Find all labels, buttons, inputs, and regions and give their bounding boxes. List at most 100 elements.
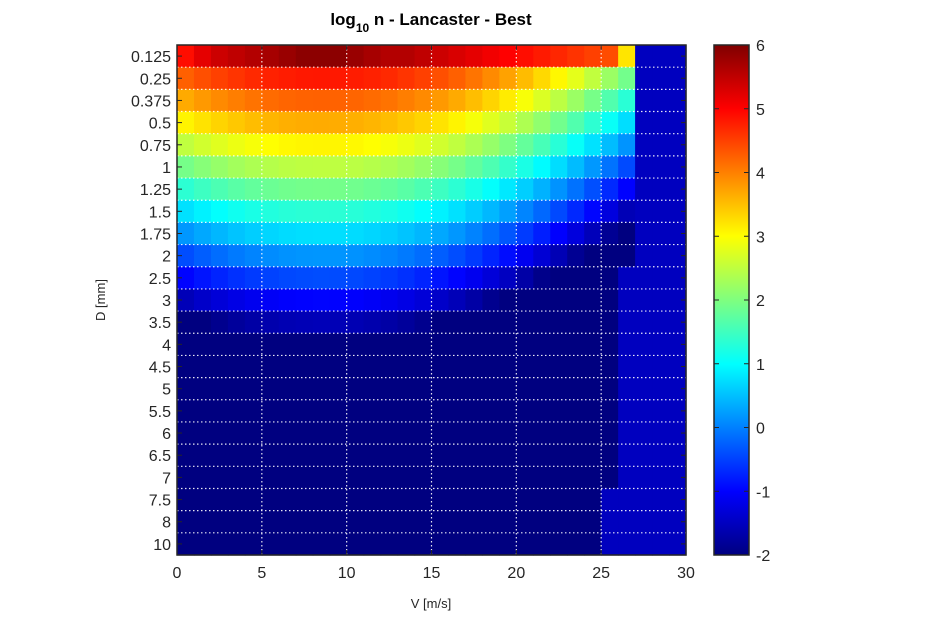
y-tick-label: 10 bbox=[153, 537, 171, 554]
heatmap-cell bbox=[380, 111, 399, 135]
heatmap-cell bbox=[329, 200, 348, 223]
heatmap-cell bbox=[177, 488, 195, 512]
heatmap-cell bbox=[499, 532, 517, 556]
heatmap-cell bbox=[533, 311, 551, 334]
heatmap-cell bbox=[635, 178, 653, 201]
heatmap-cell bbox=[618, 488, 636, 512]
heatmap-cell bbox=[329, 333, 348, 357]
heatmap-cell bbox=[414, 355, 433, 379]
x-tick-label: 10 bbox=[338, 565, 356, 582]
heatmap-cell bbox=[312, 355, 331, 379]
heatmap-cell bbox=[669, 444, 687, 467]
heatmap-cell bbox=[346, 67, 365, 90]
heatmap-cell bbox=[177, 399, 195, 423]
heatmap-cell bbox=[414, 311, 433, 334]
heatmap-cell bbox=[177, 45, 195, 68]
heatmap-cell bbox=[550, 178, 568, 201]
heatmap-cell bbox=[193, 488, 212, 512]
heatmap-cell bbox=[278, 532, 297, 556]
heatmap-cell bbox=[482, 67, 500, 90]
chart-title: log10 n - Lancaster - Best bbox=[330, 10, 532, 35]
y-tick-label: 5 bbox=[162, 382, 171, 399]
heatmap-cell bbox=[397, 111, 416, 135]
heatmap-cell bbox=[346, 45, 365, 68]
heatmap-cell bbox=[193, 510, 212, 534]
heatmap-cell bbox=[516, 421, 534, 445]
heatmap-cell bbox=[669, 155, 687, 179]
heatmap-cell bbox=[363, 155, 382, 179]
heatmap-cell bbox=[516, 222, 534, 246]
heatmap-cell bbox=[669, 532, 687, 556]
heatmap-cell bbox=[635, 45, 653, 68]
heatmap-cell bbox=[295, 155, 314, 179]
heatmap-cell bbox=[584, 222, 602, 246]
heatmap-cell bbox=[516, 333, 534, 357]
heatmap-cell bbox=[261, 444, 280, 467]
heatmap-cell bbox=[516, 89, 534, 113]
heatmap-cell bbox=[499, 155, 517, 179]
heatmap-cell bbox=[397, 45, 416, 68]
heatmap-cell bbox=[329, 532, 348, 556]
heatmap-cell bbox=[177, 355, 195, 379]
heatmap-cell bbox=[278, 355, 297, 379]
heatmap-cell bbox=[329, 45, 348, 68]
heatmap-cell bbox=[635, 67, 653, 90]
heatmap-cell bbox=[601, 355, 619, 379]
heatmap-cell bbox=[210, 111, 229, 135]
heatmap-cell bbox=[210, 45, 229, 68]
heatmap-cell bbox=[652, 222, 670, 246]
heatmap-cell bbox=[618, 421, 636, 445]
heatmap-cell bbox=[550, 355, 568, 379]
heatmap-cell bbox=[210, 466, 229, 490]
heatmap-cell bbox=[482, 89, 500, 113]
heatmap-cell bbox=[550, 377, 568, 401]
heatmap-cell bbox=[601, 133, 619, 157]
heatmap-cell bbox=[448, 532, 467, 556]
heatmap-cell bbox=[584, 311, 602, 334]
heatmap-cell bbox=[346, 488, 365, 512]
heatmap-cell bbox=[669, 178, 687, 201]
heatmap-cell bbox=[363, 200, 382, 223]
heatmap-cell bbox=[584, 510, 602, 534]
heatmap-cell bbox=[227, 200, 246, 223]
heatmap-cell bbox=[278, 133, 297, 157]
heatmap-cell bbox=[295, 466, 314, 490]
heatmap-cell bbox=[601, 155, 619, 179]
x-axis: 0 5 10 15 20 25 30 bbox=[173, 45, 695, 582]
heatmap-cell bbox=[244, 266, 263, 290]
y-tick-label: 1.5 bbox=[149, 204, 171, 221]
heatmap-cell bbox=[448, 155, 467, 179]
heatmap-cell bbox=[635, 288, 653, 312]
heatmap-cell bbox=[414, 244, 433, 268]
heatmap-cell bbox=[601, 111, 619, 135]
heatmap-cell bbox=[363, 178, 382, 201]
heatmap-cell bbox=[550, 266, 568, 290]
heatmap-cell bbox=[618, 466, 636, 490]
heatmap-cell bbox=[635, 333, 653, 357]
heatmap-cell bbox=[244, 488, 263, 512]
heatmap-cell bbox=[533, 488, 551, 512]
heatmap-cell bbox=[397, 311, 416, 334]
heatmap-cell bbox=[346, 466, 365, 490]
heatmap-cell bbox=[465, 421, 483, 445]
heatmap-cell bbox=[380, 444, 399, 467]
heatmap-cell bbox=[414, 510, 433, 534]
heatmap-cell bbox=[465, 266, 483, 290]
heatmap-cell bbox=[533, 466, 551, 490]
heatmap-cell bbox=[448, 67, 467, 90]
heatmap-cell bbox=[499, 444, 517, 467]
heatmap-cell bbox=[601, 466, 619, 490]
heatmap-cell bbox=[550, 466, 568, 490]
heatmap-cell bbox=[177, 155, 195, 179]
heatmap-cell bbox=[465, 311, 483, 334]
heatmap-cell bbox=[278, 89, 297, 113]
heatmap-cell bbox=[278, 45, 297, 68]
colorbar-gradient bbox=[713, 44, 750, 556]
heatmap-cell bbox=[652, 67, 670, 90]
heatmap-cell bbox=[669, 311, 687, 334]
heatmap-cell bbox=[261, 333, 280, 357]
heatmap-cell bbox=[380, 421, 399, 445]
y-tick-label: 4 bbox=[162, 337, 171, 354]
heatmap-cell bbox=[652, 89, 670, 113]
heatmap-cell bbox=[516, 532, 534, 556]
